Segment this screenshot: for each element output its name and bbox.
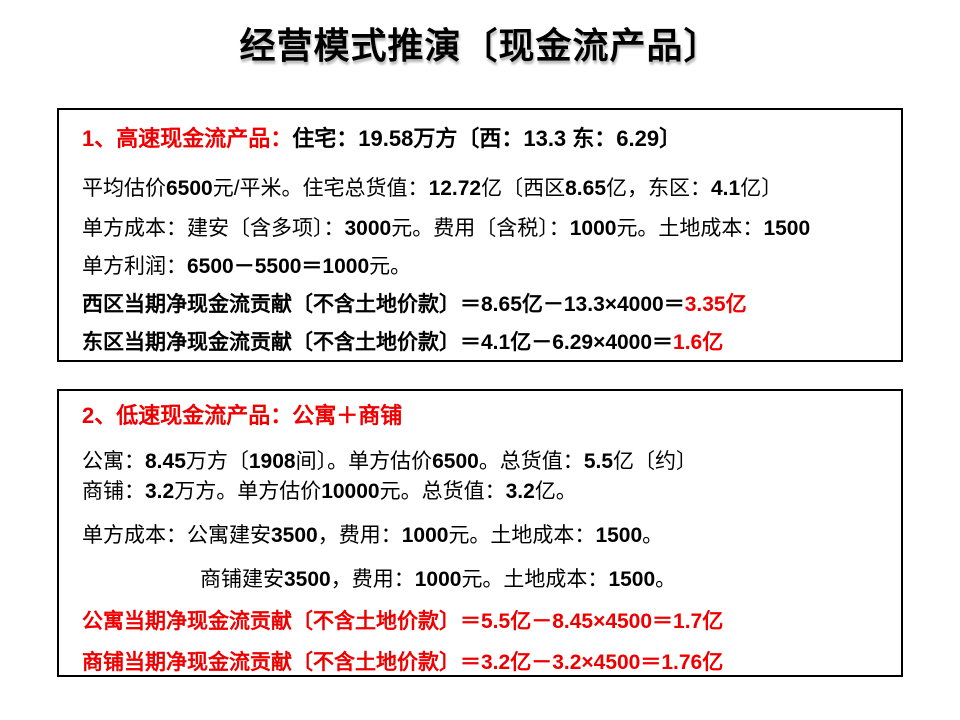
text-segment: 元/平米。住宅总货值：: [212, 177, 429, 200]
text-segment: 元。土地成本：: [448, 524, 596, 547]
text-segment: 3000: [344, 217, 392, 240]
text-segment: 间〕。单方估价: [295, 450, 433, 473]
text-line: 公寓：8.45万方〔1908间〕。单方估价6500。总货值：5.5亿〔约〕: [82, 449, 883, 475]
text-segment: 3500: [284, 568, 331, 591]
text-segment: 东区当期净现金流贡献〔不含土地价款〕＝4.1亿－6.29×4000＝: [82, 331, 674, 354]
text-segment: 1500: [608, 568, 656, 591]
text-segment: 平均估价: [82, 177, 166, 200]
text-segment: 商铺：: [82, 480, 145, 503]
slide-title: 经营模式推演〔现金流产品〕: [239, 25, 721, 66]
text-segment: 〕: [659, 126, 682, 151]
text-segment: 6500: [432, 450, 479, 473]
text-segment: 10000: [321, 480, 380, 503]
text-segment: 公寓：: [82, 450, 145, 473]
text-segment: 1908: [248, 450, 296, 473]
text-segment: 亿〔约〕: [613, 450, 698, 473]
text-segment: 单方利润：: [82, 255, 187, 278]
text-segment: 亿。: [534, 480, 577, 503]
text-line: 2、低速现金流产品：公寓＋商铺: [82, 403, 883, 429]
text-line: 单方成本：建安〔含多项〕：3000元。费用〔含税〕：1000元。土地成本：150…: [82, 216, 883, 242]
text-segment: 3.2: [145, 480, 175, 503]
box-high-speed-cashflow: 1、高速现金流产品：住宅：19.58万方〔西：13.3 东：6.29〕 平均估价…: [57, 108, 903, 362]
text-line: 单方成本：公寓建安3500，费用：1000元。土地成本：1500。: [82, 523, 883, 549]
text-segment: 元。总货值：: [379, 480, 506, 503]
text-segment: 万方〔西：: [413, 126, 524, 151]
text-segment: 。总货值：: [478, 450, 584, 473]
text-segment: 1、高速现金流产品：: [82, 126, 293, 151]
text-segment: 2、低速现金流产品：公寓＋商铺: [82, 403, 403, 428]
text-line: 商铺：3.2万方。单方估价10000元。总货值：3.2亿。: [82, 479, 883, 505]
text-segment: 1500: [595, 524, 643, 547]
text-segment: 商铺建安: [200, 568, 284, 591]
text-segment: 8.45: [145, 450, 186, 473]
text-line: 1、高速现金流产品：住宅：19.58万方〔西：13.3 东：6.29〕: [82, 126, 883, 152]
text-segment: 东：: [566, 126, 617, 151]
text-segment: 12.72: [428, 177, 482, 200]
text-segment: 3500: [271, 524, 318, 547]
text-segment: ，费用：: [330, 568, 415, 591]
text-segment: 亿〔西区: [481, 177, 566, 200]
text-segment: 6500－5500＝1000: [187, 255, 370, 278]
text-segment: 6.29: [616, 126, 660, 151]
text-segment: 1000: [414, 568, 462, 591]
text-segment: 元。土地成本：: [616, 217, 764, 240]
text-line: 商铺建安3500，费用：1000元。土地成本：1500。: [82, 567, 883, 593]
text-segment: 单方成本：公寓建安: [82, 524, 271, 547]
box-low-speed-cashflow: 2、低速现金流产品：公寓＋商铺 公寓：8.45万方〔1908间〕。单方估价650…: [57, 389, 903, 677]
text-line: 公寓当期净现金流贡献〔不含土地价款〕＝5.5亿－8.45×4500＝1.7亿: [82, 609, 883, 635]
text-segment: 19.58: [358, 126, 414, 151]
text-segment: 4.1: [711, 177, 741, 200]
text-segment: 8.65: [565, 177, 606, 200]
text-segment: 万方。单方估价: [174, 480, 322, 503]
text-segment: 元。费用〔含税〕：: [391, 217, 570, 240]
text-segment: 公寓当期净现金流贡献〔不含土地价款〕＝5.5亿－8.45×4500＝1.7亿: [82, 610, 724, 633]
text-line: 西区当期净现金流贡献〔不含土地价款〕＝8.65亿－13.3×4000＝3.35亿: [82, 292, 883, 318]
text-segment: 3.35亿: [684, 293, 747, 316]
text-segment: 西区当期净现金流贡献〔不含土地价款〕＝8.65亿－13.3×4000＝: [82, 293, 685, 316]
text-segment: 1500: [763, 217, 811, 240]
text-segment: 单方成本：建安〔含多项〕：: [82, 217, 345, 240]
text-segment: 1.6亿: [673, 331, 724, 354]
text-segment: 万方〔: [185, 450, 249, 473]
text-segment: 元。土地成本：: [461, 568, 609, 591]
text-line: 商铺当期净现金流贡献〔不含土地价款〕＝3.2亿－3.2×4500＝1.76亿: [82, 650, 883, 676]
text-line: 单方利润：6500－5500＝1000元。: [82, 254, 883, 280]
text-segment: 5.5: [583, 450, 614, 473]
text-segment: 。: [642, 524, 664, 547]
text-segment: 住宅：: [292, 126, 359, 151]
text-line: 东区当期净现金流贡献〔不含土地价款〕＝4.1亿－6.29×4000＝1.6亿: [82, 330, 883, 356]
text-segment: 1000: [401, 524, 449, 547]
text-segment: 。: [655, 568, 677, 591]
text-segment: ，费用：: [317, 524, 402, 547]
text-segment: 亿〕: [740, 177, 783, 200]
text-segment: 元。: [369, 255, 412, 278]
text-segment: 6500: [166, 177, 213, 200]
text-segment: 1000: [569, 217, 617, 240]
text-segment: 亿，东区：: [606, 177, 711, 200]
text-segment: 13.3: [523, 126, 567, 151]
text-segment: 商铺当期净现金流贡献〔不含土地价款〕＝3.2亿－3.2×4500＝1.76亿: [82, 651, 724, 674]
text-line: 平均估价6500元/平米。住宅总货值：12.72亿〔西区8.65亿，东区：4.1…: [82, 176, 883, 202]
text-segment: 3.2: [505, 480, 535, 503]
